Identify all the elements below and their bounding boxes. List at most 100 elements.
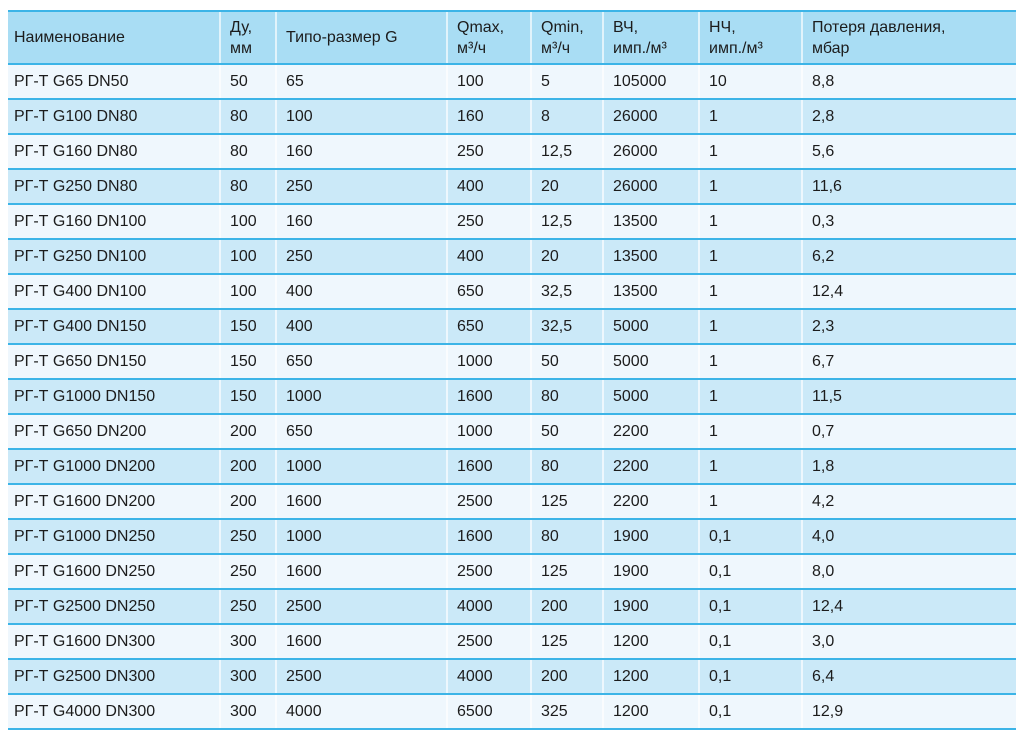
table-cell: 1600 <box>446 449 530 484</box>
table-cell: 2500 <box>446 554 530 589</box>
table-row: РГ-Т G1600 DN250 250 1600 2500 125 1900 0,1 8,0 <box>8 554 1016 589</box>
column-header: Qmax, м³/ч <box>446 11 530 64</box>
table-cell: 50 <box>530 414 602 449</box>
table-cell: 1 <box>698 239 801 274</box>
table-cell: 0,1 <box>698 659 801 694</box>
table-cell: 0,1 <box>698 554 801 589</box>
table-cell: 250 <box>219 554 275 589</box>
table-row: РГ-Т G4000 DN300 300 4000 6500 325 1200 0,1 12,… <box>8 694 1016 729</box>
table-row: РГ-Т G250 DN100 100 250 400 20 13500 1 6,2 <box>8 239 1016 274</box>
table-row: РГ-Т G1600 DN300 300 1600 2500 125 1200 0,1 3,0 <box>8 624 1016 659</box>
table-cell: 300 <box>219 659 275 694</box>
table-cell: РГ-Т G65 DN50 <box>8 64 219 99</box>
column-header: Типо-размер G <box>275 11 446 64</box>
table-cell: 1000 <box>275 519 446 554</box>
table-cell: 11,6 <box>801 169 1016 204</box>
table-cell: 150 <box>219 379 275 414</box>
table-cell: 2200 <box>602 449 698 484</box>
table-cell: 0,3 <box>801 204 1016 239</box>
table-cell: 2500 <box>275 659 446 694</box>
table-cell: 11,5 <box>801 379 1016 414</box>
table-cell: 1900 <box>602 589 698 624</box>
table-row: РГ-Т G160 DN100 100 160 250 12,5 13500 1 0,3 <box>8 204 1016 239</box>
table-cell: 100 <box>219 274 275 309</box>
table-cell: РГ-Т G2500 DN250 <box>8 589 219 624</box>
table-cell: 8,0 <box>801 554 1016 589</box>
table-cell: 400 <box>446 169 530 204</box>
table-cell: 200 <box>530 589 602 624</box>
table-cell: 6,2 <box>801 239 1016 274</box>
table-cell: РГ-Т G2500 DN300 <box>8 659 219 694</box>
table-cell: 26000 <box>602 134 698 169</box>
table-cell: 300 <box>219 624 275 659</box>
table-cell: 13500 <box>602 239 698 274</box>
table-cell: 1000 <box>446 344 530 379</box>
table-cell: 50 <box>219 64 275 99</box>
table-row: РГ-Т G650 DN200 200 650 1000 50 2200 1 0,7 <box>8 414 1016 449</box>
table-cell: 1600 <box>275 624 446 659</box>
table-cell: 1 <box>698 414 801 449</box>
table-cell: 200 <box>219 484 275 519</box>
table-cell: 250 <box>275 239 446 274</box>
table-cell: 650 <box>446 274 530 309</box>
table-cell: 6,7 <box>801 344 1016 379</box>
table-cell: 80 <box>219 134 275 169</box>
table-row: РГ-Т G1000 DN200 200 1000 1600 80 2200 1 1,8 <box>8 449 1016 484</box>
table-cell: 650 <box>446 309 530 344</box>
table-row: РГ-Т G2500 DN300 300 2500 4000 200 1200 0,1 6,4 <box>8 659 1016 694</box>
table-cell: 0,1 <box>698 519 801 554</box>
table-cell: 100 <box>219 239 275 274</box>
table-cell: 100 <box>275 99 446 134</box>
table-cell: 13500 <box>602 274 698 309</box>
table-cell: 12,4 <box>801 274 1016 309</box>
table-cell: РГ-Т G1000 DN200 <box>8 449 219 484</box>
table-cell: 250 <box>219 519 275 554</box>
table-cell: 5000 <box>602 309 698 344</box>
table-cell: 250 <box>219 589 275 624</box>
table-cell: 2500 <box>446 624 530 659</box>
table-cell: 400 <box>275 309 446 344</box>
table-cell: 250 <box>446 134 530 169</box>
table-cell: 650 <box>275 414 446 449</box>
table-cell: 100 <box>446 64 530 99</box>
table-cell: 6,4 <box>801 659 1016 694</box>
table-cell: 1200 <box>602 694 698 729</box>
table-cell: 2,3 <box>801 309 1016 344</box>
table-cell: 20 <box>530 169 602 204</box>
table-cell: 2,8 <box>801 99 1016 134</box>
table-cell: 4,0 <box>801 519 1016 554</box>
table-cell: 4000 <box>446 589 530 624</box>
table-cell: 5,6 <box>801 134 1016 169</box>
table-cell: 150 <box>219 344 275 379</box>
table-cell: 1 <box>698 274 801 309</box>
table-row: РГ-Т G1600 DN200 200 1600 2500 125 2200 1 4,2 <box>8 484 1016 519</box>
table-cell: 2200 <box>602 484 698 519</box>
table-body: РГ-Т G65 DN50 50 65 100 5 105000 10 8,8 РГ-Т G10… <box>8 64 1016 729</box>
table-cell: 1600 <box>446 519 530 554</box>
table-cell: РГ-Т G1600 DN200 <box>8 484 219 519</box>
table-cell: 1000 <box>275 449 446 484</box>
table-cell: 12,5 <box>530 134 602 169</box>
table-cell: 4000 <box>446 659 530 694</box>
table-cell: 32,5 <box>530 274 602 309</box>
table-cell: 20 <box>530 239 602 274</box>
table-cell: 0,1 <box>698 624 801 659</box>
table-cell: 2500 <box>275 589 446 624</box>
table-cell: РГ-Т G400 DN100 <box>8 274 219 309</box>
table-cell: 160 <box>275 134 446 169</box>
table-cell: РГ-Т G650 DN200 <box>8 414 219 449</box>
table-cell: 3,0 <box>801 624 1016 659</box>
table-cell: 400 <box>275 274 446 309</box>
table-cell: 0,1 <box>698 694 801 729</box>
table-cell: РГ-Т G160 DN100 <box>8 204 219 239</box>
table-cell: 1 <box>698 484 801 519</box>
table-header: Наименование Ду, мм Типо-размер G Qmax, м³/… <box>8 11 1016 64</box>
column-header: Потеря давления, мбар <box>801 11 1016 64</box>
table-cell: 4,2 <box>801 484 1016 519</box>
table-cell: РГ-Т G1000 DN250 <box>8 519 219 554</box>
table-cell: 1900 <box>602 554 698 589</box>
specs-table: Наименование Ду, мм Типо-размер G Qmax, м³/… <box>8 10 1016 730</box>
table-cell: 1000 <box>275 379 446 414</box>
table-cell: 2500 <box>446 484 530 519</box>
